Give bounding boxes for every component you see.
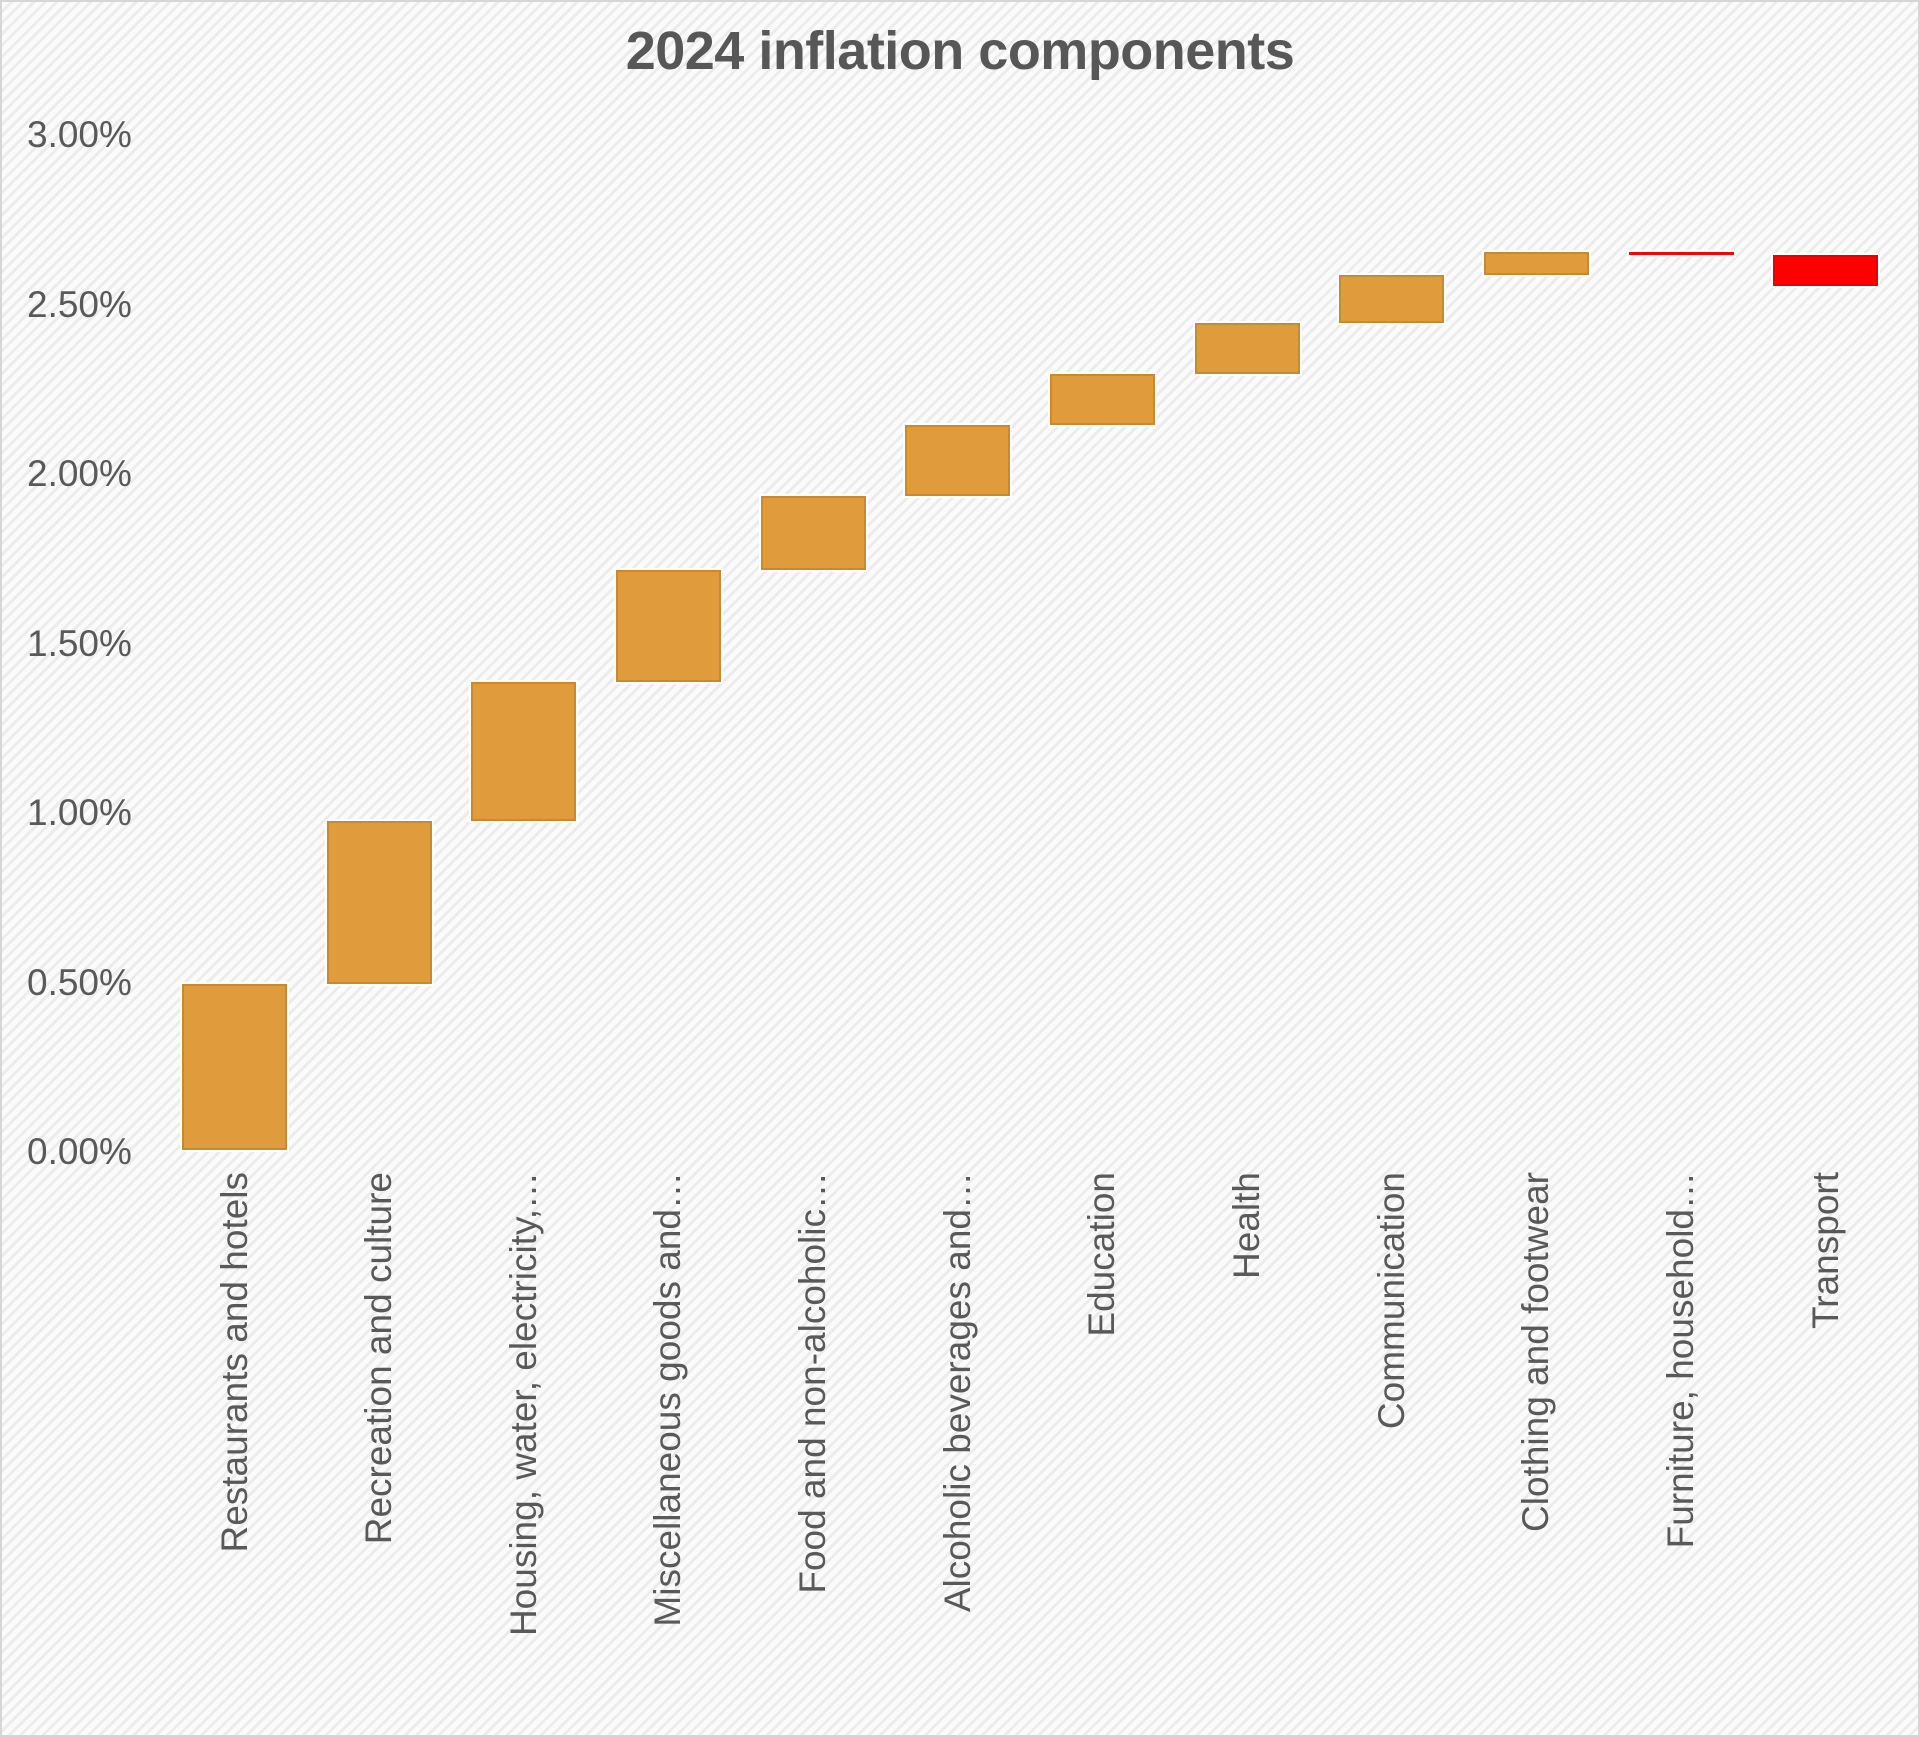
x-axis-label-alcoholic-beverages-and: Alcoholic beverages and… — [936, 1172, 978, 1613]
bar-alcoholic-beverages-and — [905, 424, 1011, 496]
x-axis-label-restaurants-and-hotels: Restaurants and hotels — [213, 1172, 255, 1553]
bar-health — [1194, 322, 1300, 374]
x-axis-label-miscellaneous-goods-and: Miscellaneous goods and… — [647, 1172, 689, 1627]
bar-miscellaneous-goods-and — [615, 570, 721, 683]
bar-clothing-and-footwear — [1483, 251, 1589, 276]
x-axis-label-transport: Transport — [1804, 1172, 1846, 1329]
y-tick-label-1-50-: 1.50% — [27, 622, 132, 664]
bar-communication — [1339, 275, 1445, 323]
x-axis-label-health: Health — [1226, 1172, 1268, 1279]
bar-furniture-household — [1628, 251, 1734, 256]
bar-food-and-non-alcoholic — [760, 495, 866, 571]
y-tick-label-2-00-: 2.00% — [27, 453, 132, 494]
y-tick-label-0-50-: 0.50% — [27, 961, 132, 1003]
x-axis-label-communication: Communication — [1370, 1172, 1412, 1430]
x-axis-label-housing-water-electricity: Housing, water, electricity,… — [502, 1172, 544, 1637]
y-tick-label-1-00-: 1.00% — [27, 792, 132, 833]
bar-education — [1049, 373, 1155, 425]
bar-housing-water-electricity — [471, 682, 577, 822]
bar-restaurants-and-hotels — [182, 983, 287, 1150]
bar-transport — [1773, 255, 1879, 286]
x-axis-label-clothing-and-footwear: Clothing and footwear — [1515, 1172, 1557, 1532]
x-axis-label-food-and-non-alcoholic: Food and non-alcoholic… — [792, 1172, 834, 1594]
x-axis-label-recreation-and-culture: Recreation and culture — [358, 1172, 400, 1545]
y-tick-label-3-00-: 3.00% — [27, 114, 132, 155]
x-axis-label-furniture-household: Furniture, household… — [1660, 1172, 1701, 1549]
bar-recreation-and-culture — [326, 821, 432, 984]
x-axis-label-education: Education — [1081, 1172, 1123, 1337]
y-tick-label-2-50-: 2.50% — [27, 283, 132, 325]
chart-title: 2024 inflation components — [625, 21, 1295, 81]
y-tick-label-0-00-: 0.00% — [27, 1131, 132, 1172]
